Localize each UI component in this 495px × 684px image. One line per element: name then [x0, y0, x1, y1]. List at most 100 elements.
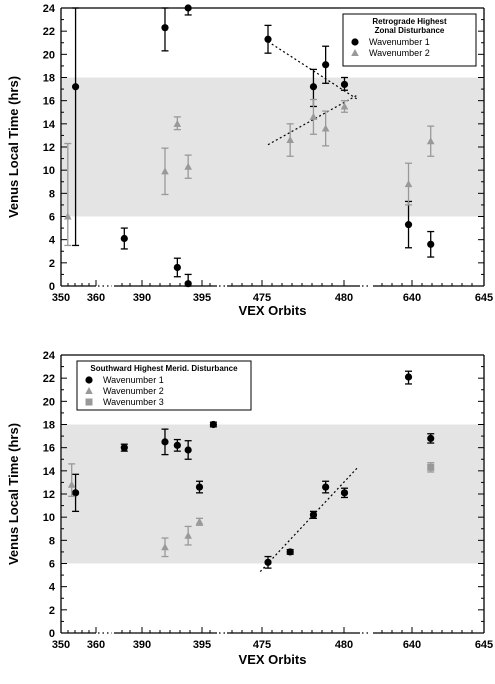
y-tick-label: 2	[49, 258, 55, 270]
y-tick-label: 20	[43, 49, 55, 61]
data-point	[322, 61, 330, 69]
y-tick-label: 8	[49, 188, 55, 200]
x-axis-title: VEX Orbits	[239, 652, 307, 667]
legend-marker	[85, 376, 93, 384]
legend-box	[76, 360, 252, 411]
y-tick-label: 18	[43, 73, 55, 85]
y-tick-label: 4	[49, 582, 56, 594]
x-tick-label: 350	[52, 639, 70, 651]
x-tick-label: 395	[193, 292, 211, 304]
data-point	[161, 543, 169, 551]
data-point	[184, 531, 192, 539]
data-point	[161, 438, 169, 446]
data-point	[64, 212, 72, 220]
data-point	[209, 420, 217, 429]
x-axis-title: VEX Orbits	[239, 303, 307, 318]
legend-title: Southward Highest Merid. Disturbance	[90, 364, 238, 373]
y-tick-label: 8	[49, 535, 55, 547]
series-triangle	[67, 463, 204, 558]
y-tick-label: 18	[43, 420, 55, 432]
series-triangle	[64, 98, 435, 247]
shaded-band	[62, 77, 483, 217]
x-tick-label: 645	[475, 292, 493, 304]
legend-label: Wavenumber 3	[103, 397, 164, 407]
y-tick-label: 4	[49, 235, 56, 247]
legend-marker	[85, 398, 93, 406]
x-tick-label: 390	[133, 292, 151, 304]
data-point	[264, 35, 272, 43]
data-point	[286, 548, 294, 556]
data-point	[184, 162, 192, 170]
shaded-band	[62, 424, 483, 564]
data-point	[340, 489, 349, 497]
x-tick-label: 475	[253, 639, 271, 651]
y-tick-label: 16	[43, 96, 55, 108]
data-point	[340, 102, 349, 110]
y-tick-label: 22	[43, 26, 55, 38]
x-tick-label: 640	[403, 639, 421, 651]
legend-marker	[351, 49, 359, 56]
data-point	[161, 167, 169, 175]
legend-marker	[85, 387, 93, 394]
data-point	[427, 463, 435, 471]
x-tick-label: 390	[133, 639, 151, 651]
x-tick-label: 360	[87, 639, 105, 651]
legend-title: Retrograde Highest	[372, 17, 447, 26]
y-axis-title: Venus Local Time (hrs)	[6, 423, 21, 565]
x-tick-label: 395	[193, 639, 211, 651]
data-point	[404, 221, 413, 229]
y-tick-label: 0	[49, 628, 55, 640]
series-square	[427, 462, 435, 473]
y-tick-label: 14	[43, 466, 56, 478]
y-tick-label: 14	[43, 119, 56, 131]
series-circle	[71, 4, 435, 288]
legend: Southward Highest Merid. Disturbance Wave…	[76, 360, 252, 411]
y-tick-label: 2	[49, 605, 55, 617]
data-point	[184, 280, 192, 288]
data-point	[184, 4, 192, 12]
y-tick-label: 6	[49, 212, 55, 224]
y-tick-label: 16	[43, 443, 55, 455]
legend-marker	[351, 38, 359, 46]
x-tick-label: 480	[335, 639, 353, 651]
data-point	[322, 483, 330, 491]
y-tick-label: 12	[43, 142, 55, 154]
data-point	[427, 434, 435, 442]
data-point	[120, 234, 128, 243]
data-point	[173, 441, 181, 449]
legend-title: Zonal Disturbance	[375, 26, 445, 35]
data-point	[309, 511, 318, 519]
data-point	[184, 446, 192, 454]
data-point	[173, 263, 181, 272]
legend-label: Wavenumber 2	[103, 386, 164, 396]
data-point	[309, 83, 318, 91]
legend-label: Wavenumber 1	[369, 37, 430, 47]
data-point	[404, 373, 413, 381]
data-point	[67, 480, 76, 488]
y-axis-title: Venus Local Time (hrs)	[6, 76, 21, 218]
data-point	[340, 80, 349, 89]
data-point	[71, 83, 80, 91]
y-tick-label: 20	[43, 396, 55, 408]
data-point	[404, 180, 413, 188]
x-tick-label: 350	[52, 292, 70, 304]
data-point	[264, 558, 272, 566]
y-tick-label: 24	[43, 3, 56, 15]
data-point	[427, 240, 435, 248]
y-tick-label: 10	[43, 165, 55, 177]
x-tick-label: 640	[403, 292, 421, 304]
legend-label: Wavenumber 1	[103, 375, 164, 385]
data-point	[321, 124, 330, 132]
y-tick-label: 24	[43, 350, 56, 362]
y-tick-label: 12	[43, 489, 55, 501]
y-tick-label: 22	[43, 373, 55, 385]
legend-box	[342, 13, 477, 67]
x-tick-label: 475	[253, 292, 271, 304]
data-point	[286, 136, 294, 144]
data-point	[195, 517, 204, 525]
series-circle	[71, 370, 435, 569]
data-point	[195, 483, 204, 491]
